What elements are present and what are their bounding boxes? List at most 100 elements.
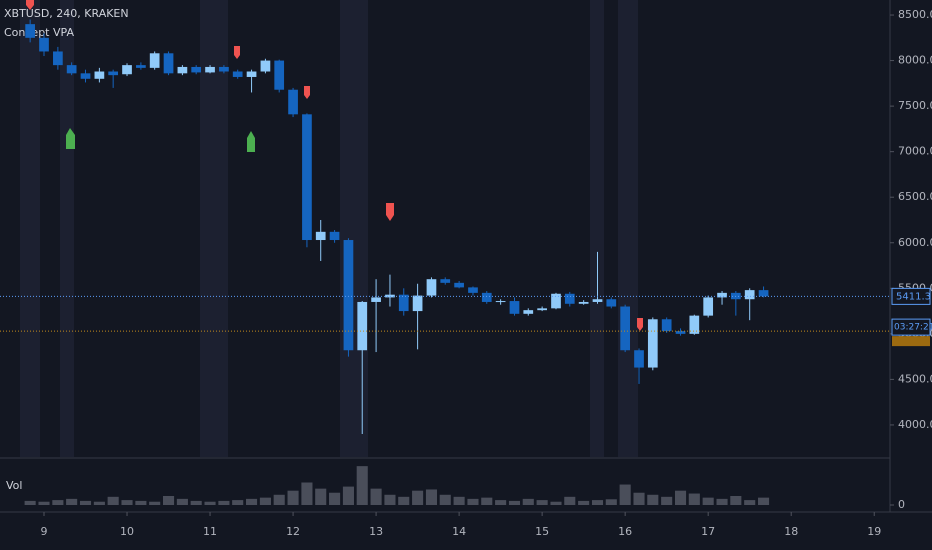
candle-body — [758, 290, 769, 297]
volume-bar — [162, 496, 175, 505]
volume-bar — [79, 500, 92, 505]
candle-body — [149, 53, 160, 68]
volume-bar — [674, 490, 687, 505]
volume-bar — [259, 497, 271, 505]
volume-bar — [329, 492, 341, 505]
candle-body — [232, 71, 243, 77]
x-tick-label: 17 — [701, 525, 715, 538]
candle-body — [592, 299, 603, 302]
x-tick-label: 18 — [784, 525, 798, 538]
candle-body — [398, 294, 409, 312]
candle-body — [25, 24, 35, 38]
volume-bar — [135, 500, 147, 505]
volume-bar — [508, 500, 521, 505]
candle-body — [302, 114, 312, 241]
signals — [26, 0, 643, 331]
volume-bar — [204, 501, 216, 505]
volume-bar — [301, 482, 313, 505]
candle-body — [53, 51, 63, 66]
candle-body — [205, 66, 215, 73]
volume-bar — [758, 497, 770, 505]
candle-body — [717, 292, 727, 298]
session-shading — [20, 0, 638, 457]
candle-body — [675, 331, 686, 334]
volume-bar — [52, 500, 64, 505]
volume-bar — [384, 494, 396, 505]
volume-bar — [647, 494, 659, 505]
candle-body — [537, 308, 547, 311]
volume-bar — [744, 500, 756, 505]
candle-body — [689, 315, 700, 334]
candle-body — [108, 71, 119, 76]
candle-body — [440, 279, 451, 283]
candle-body — [163, 53, 174, 74]
candle-body — [454, 282, 464, 288]
volume-bar — [412, 490, 424, 505]
x-tick-label: 16 — [618, 525, 632, 538]
volume-bar — [730, 496, 742, 505]
volume-bar — [190, 500, 202, 505]
volume-bar — [356, 466, 368, 505]
volume-bar — [398, 496, 410, 505]
volume-bar — [218, 500, 230, 505]
candle-body — [468, 287, 478, 293]
volume-bar — [716, 498, 728, 505]
chart-title: XBTUSD, 240, KRAKEN — [4, 7, 129, 20]
countdown-box — [891, 318, 931, 336]
candle-body — [66, 65, 77, 74]
y-tick-label: 6000.0 — [898, 236, 932, 249]
candle-body — [122, 65, 132, 75]
candle-body — [329, 231, 340, 241]
volume-bar — [66, 498, 78, 505]
x-tick-label: 9 — [41, 525, 48, 538]
volume-bar — [315, 488, 327, 505]
volume-bar — [93, 501, 105, 505]
candle-body — [523, 310, 534, 314]
volume-bar — [149, 501, 161, 505]
volume-bar — [605, 499, 617, 505]
volume-bar — [38, 501, 50, 505]
volume-bar — [591, 500, 604, 505]
volume-bar — [495, 500, 507, 505]
candle-body — [495, 301, 506, 303]
volume-bar — [453, 496, 465, 505]
candle-body — [578, 301, 589, 304]
candle-body — [385, 294, 395, 298]
y-tick-label: 4500.0 — [898, 372, 932, 385]
volume-title: Vol — [6, 479, 22, 492]
candle-body — [343, 240, 354, 351]
volume-bar — [467, 498, 479, 505]
y-tick-label: 0 — [898, 498, 905, 511]
candle-body — [634, 350, 644, 368]
y-tick-label: 6500.0 — [898, 190, 932, 203]
y-tick-label: 7000.0 — [898, 145, 932, 158]
candle-body — [315, 231, 326, 241]
volume-bar — [550, 501, 562, 505]
volume-bar — [633, 492, 645, 505]
countdown-label: 03:27:21 — [894, 323, 932, 333]
volume-bar — [121, 500, 133, 505]
candle-body — [246, 71, 257, 77]
candle-body — [177, 66, 188, 74]
y-tick-label: 4000.0 — [898, 418, 932, 431]
x-tick-label: 13 — [369, 525, 383, 538]
volume-bar — [481, 497, 493, 505]
volume-bar — [246, 498, 258, 505]
volume-bar — [176, 498, 188, 505]
volume-bar — [536, 500, 548, 505]
candle-body — [620, 306, 631, 351]
candle-body — [274, 60, 285, 90]
last-price-label: 5411.3 — [896, 291, 931, 302]
candle-body — [191, 66, 202, 73]
x-tick-label: 14 — [452, 525, 466, 538]
candle-body — [136, 65, 146, 68]
volume-bar — [232, 500, 244, 505]
candle-body — [509, 301, 520, 314]
x-tick-label: 19 — [867, 525, 881, 538]
candle-body — [357, 301, 368, 351]
volume-bar — [24, 500, 36, 505]
candle-body — [219, 66, 229, 72]
volume-bar — [578, 500, 590, 505]
